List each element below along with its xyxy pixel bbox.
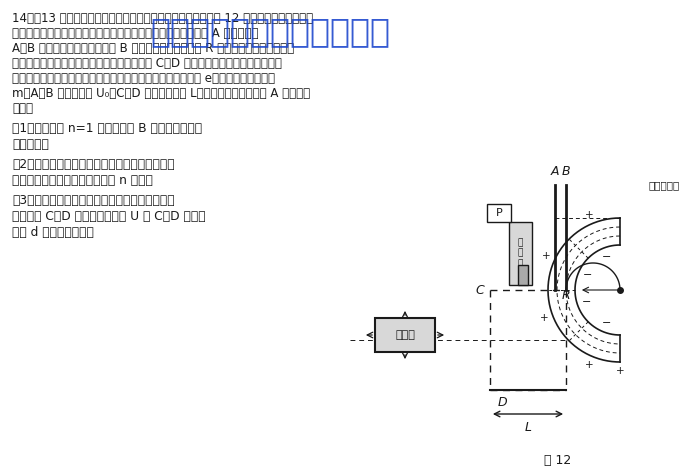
Text: +: +	[542, 251, 551, 261]
Text: C: C	[475, 283, 484, 296]
Text: +: +	[585, 210, 594, 220]
Text: −: −	[602, 252, 611, 262]
Text: A、B 平行板间的加速电场，从 B 板小孔射出后沿半径为 R 的半圆弧轨迹通过电场方: A、B 平行板间的加速电场，从 B 板小孔射出后沿半径为 R 的半圆弧轨迹通过电…	[12, 42, 294, 55]
Text: 14．（13 分）飞行时间质谱仪可以对气体分子进行分析。如图 12 所示，在真空状态下，: 14．（13 分）飞行时间质谱仪可以对气体分子进行分析。如图 12 所示，在真空…	[12, 12, 313, 25]
Text: R: R	[561, 288, 570, 302]
Text: 向指向圆心的静电分析器，再沿中线方向进入 C、D 平行板间的偏转电场区，能通过: 向指向圆心的静电分析器，再沿中线方向进入 C、D 平行板间的偏转电场区，能通过	[12, 57, 282, 70]
Text: +: +	[540, 313, 548, 323]
Text: 微信公众号关注：趣找答案: 微信公众号关注：趣找答案	[150, 15, 390, 48]
Text: −: −	[602, 318, 611, 328]
Text: 脉冲闪光照射气体，经激光照射产生不同价位的成质量离子，含 A 板小孔进入: 脉冲闪光照射气体，经激光照射产生不同价位的成质量离子，含 A 板小孔进入	[12, 27, 258, 40]
Text: 速度。: 速度。	[12, 102, 33, 115]
Text: 偏转电场的离子即可被移动的探测器接收。已知元电荷电量为 e，所有离子质量均为: 偏转电场的离子即可被移动的探测器接收。已知元电荷电量为 e，所有离子质量均为	[12, 72, 275, 85]
Text: B: B	[561, 165, 570, 178]
Bar	[509, 222, 532, 285]
Text: （3）若要使各个价位的所有离子均能被探测器接: （3）若要使各个价位的所有离子均能被探测器接	[12, 194, 174, 207]
Text: A: A	[551, 165, 559, 178]
Bar	[487, 204, 511, 222]
Text: −: −	[582, 270, 592, 280]
Text: P: P	[496, 208, 503, 218]
Text: m，A、B 板间电压为 U₀，C、D 极板的长度为 L。不计离子重力及进入 A 板时的初: m，A、B 板间电压为 U₀，C、D 极板的长度为 L。不计离子重力及进入 A …	[12, 87, 310, 100]
Text: 处电场强度的大小与离子的价位 n 无关；: 处电场强度的大小与离子的价位 n 无关；	[12, 174, 153, 187]
Text: 探测器: 探测器	[395, 330, 415, 340]
Text: 速度大小；: 速度大小；	[12, 138, 49, 151]
Text: +: +	[616, 366, 624, 376]
Text: 图 12: 图 12	[545, 454, 572, 467]
Text: 收，求出 C、D 板间的偏转电压 U 与 C、D 板间的: 收，求出 C、D 板间的偏转电压 U 与 C、D 板间的	[12, 210, 206, 223]
Text: 距离 d 满足的关系式。: 距离 d 满足的关系式。	[12, 226, 94, 239]
Text: （2）通过计算说明：静电分析器中离子运动轨迹: （2）通过计算说明：静电分析器中离子运动轨迹	[12, 158, 174, 171]
Text: −: −	[582, 297, 591, 307]
Text: 静电分析器: 静电分析器	[649, 180, 680, 190]
Text: 激
光
束: 激 光 束	[518, 238, 523, 268]
Text: （1）求出价位 n=1 的正离子从 B 板小孔射出时的: （1）求出价位 n=1 的正离子从 B 板小孔射出时的	[12, 122, 202, 135]
Bar	[518, 265, 528, 285]
Text: D: D	[498, 395, 508, 408]
Bar	[375, 318, 435, 352]
Text: L: L	[524, 421, 531, 434]
Text: +: +	[585, 360, 594, 370]
